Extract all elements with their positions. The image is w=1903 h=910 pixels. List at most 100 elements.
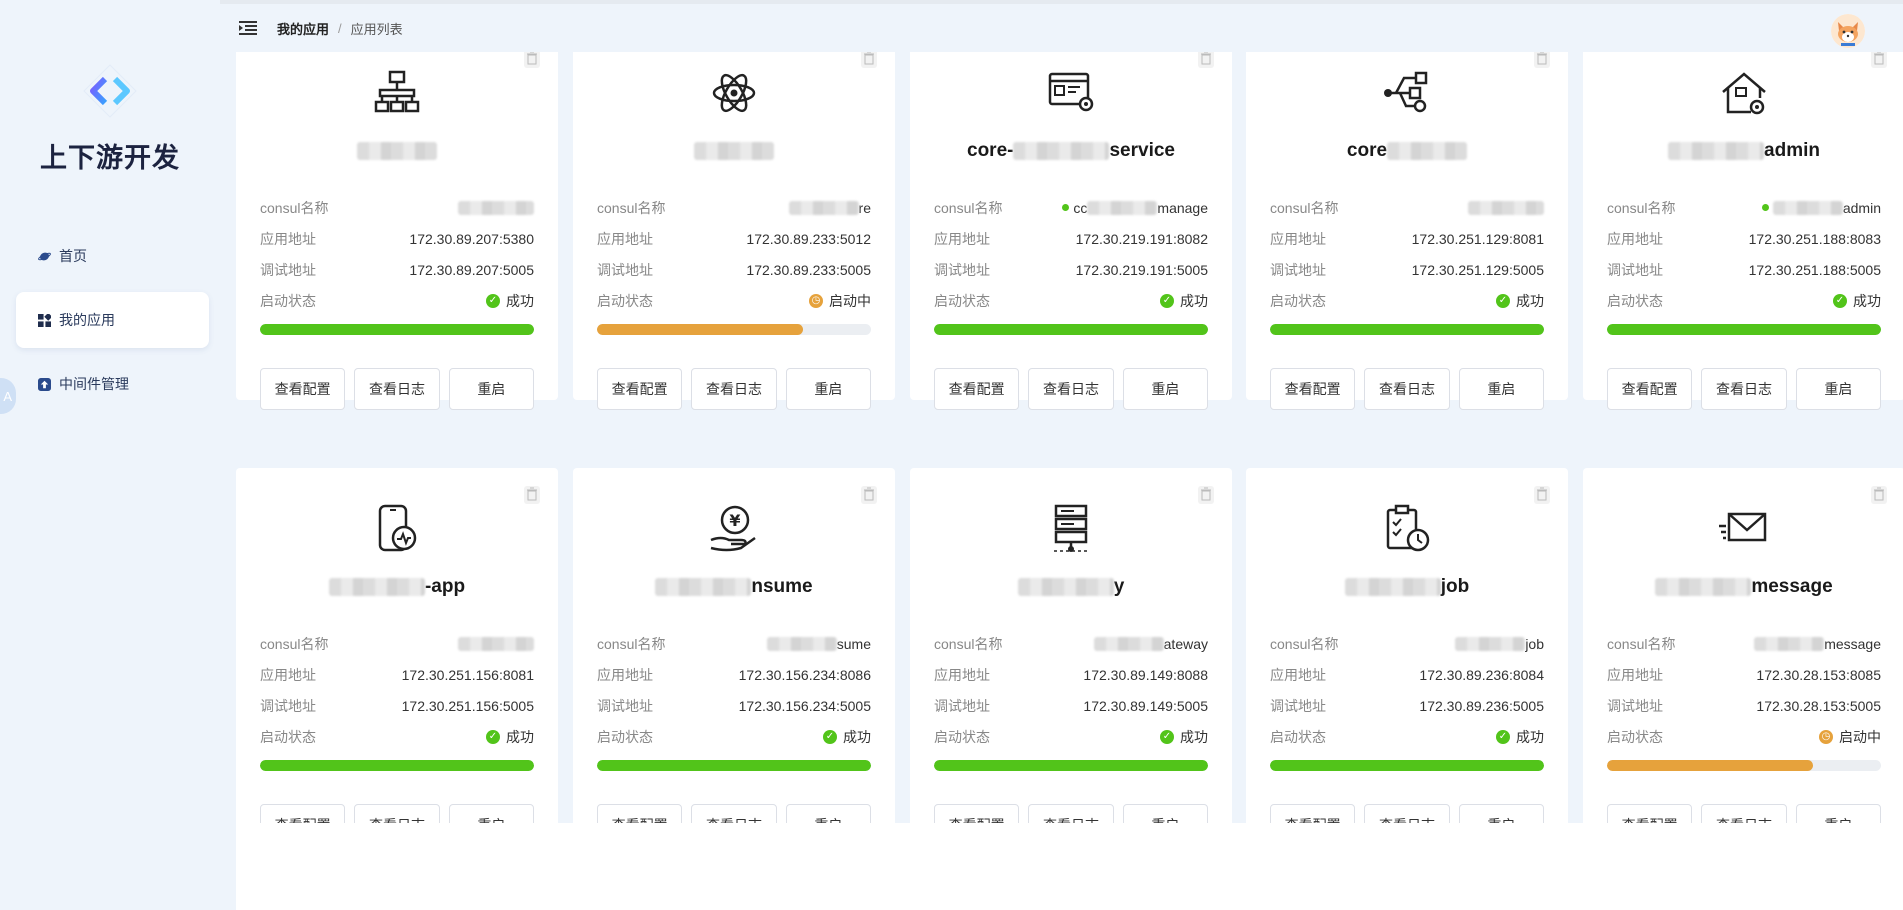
consul-label: consul名称	[260, 635, 329, 652]
check-circle-icon: ✓	[823, 729, 837, 744]
restart-button[interactable]: 重启	[1795, 368, 1881, 410]
redacted-text	[357, 141, 437, 160]
status-label: 启动状态	[1607, 728, 1663, 745]
app-name-suffix: -app	[424, 576, 466, 597]
redacted-text	[1387, 141, 1468, 160]
consul-label: consul名称	[597, 635, 666, 652]
consul-value	[458, 200, 534, 215]
app-card: consul名称 re 应用地址 172.30.89.233:5012 调试地址…	[573, 52, 895, 410]
status-badge: ✓ 成功	[823, 727, 871, 747]
app-address-value: 172.30.89.236:8084	[1419, 666, 1544, 683]
redacted-text	[1772, 200, 1843, 215]
app-address-row: 应用地址 172.30.89.233:5012	[597, 223, 871, 254]
restart-button[interactable]: 重启	[1122, 368, 1208, 410]
debug-address-value: 172.30.89.233:5005	[746, 261, 871, 278]
sidebar: 上下游开发 首页 我的应用 中间件管理 A	[0, 0, 220, 910]
consul-suffix: job	[1525, 635, 1544, 652]
redacted-text	[655, 577, 752, 596]
trash-icon[interactable]	[1198, 486, 1214, 504]
app-name: y	[910, 576, 1232, 598]
check-circle-icon: ✓	[1496, 729, 1510, 744]
clock-icon: ◷	[1819, 729, 1833, 744]
trash-icon[interactable]	[524, 52, 540, 68]
atom-icon	[712, 73, 756, 113]
view-log-button[interactable]: 查看日志	[691, 368, 777, 410]
trash-icon[interactable]	[1534, 486, 1550, 504]
view-config-button[interactable]: 查看配置	[1607, 368, 1693, 410]
status-row: 启动状态 ✓ 成功	[1270, 721, 1544, 752]
view-log-button[interactable]: 查看日志	[354, 368, 440, 410]
status-text: 成功	[1180, 728, 1208, 745]
trash-icon[interactable]	[1871, 486, 1887, 504]
app-name-suffix: admin	[1764, 140, 1820, 161]
app-address-row: 应用地址 172.30.89.236:8084	[1270, 659, 1544, 690]
status-badge: ✓ 成功	[1496, 291, 1544, 311]
trash-icon[interactable]	[861, 52, 877, 68]
progress-fill	[597, 760, 871, 771]
debug-address-row: 调试地址 172.30.28.153:5005	[1607, 690, 1881, 721]
status-text: 成功	[506, 292, 534, 309]
side-helper-bubble[interactable]: A	[0, 378, 16, 414]
debug-address-value: 172.30.251.129:5005	[1411, 261, 1544, 278]
consul-prefix: cc	[1073, 199, 1088, 216]
app-address-label: 应用地址	[934, 230, 990, 247]
trash-icon[interactable]	[524, 486, 540, 504]
planet-icon	[38, 252, 51, 260]
restart-button[interactable]: 重启	[448, 368, 534, 410]
trash-icon[interactable]	[1534, 52, 1550, 68]
browser-settings-icon	[1048, 72, 1094, 112]
debug-address-row: 调试地址 172.30.251.156:5005	[260, 690, 534, 721]
debug-address-label: 调试地址	[934, 261, 990, 278]
view-config-button[interactable]: 查看配置	[1270, 368, 1356, 410]
redacted-text	[1087, 200, 1158, 215]
view-config-button[interactable]: 查看配置	[597, 368, 683, 410]
brand-logo: 上下游开发	[0, 62, 220, 175]
debug-address-value: 172.30.219.191:5005	[1075, 261, 1208, 278]
sidebar-item-middleware[interactable]: 中间件管理	[16, 356, 209, 412]
trash-icon[interactable]	[1198, 52, 1214, 68]
sidebar-item-home[interactable]: 首页	[16, 228, 209, 284]
view-log-button[interactable]: 查看日志	[1364, 368, 1450, 410]
menu-fold-icon[interactable]	[239, 21, 257, 35]
status-badge: ✓ 成功	[486, 291, 534, 311]
app-address-label: 应用地址	[597, 666, 653, 683]
restart-button[interactable]: 重启	[785, 368, 871, 410]
breadcrumb-my-apps[interactable]: 我的应用	[277, 21, 330, 37]
app-address-row: 应用地址 172.30.251.156:8081	[260, 659, 534, 690]
debug-address-label: 调试地址	[597, 697, 653, 714]
view-config-button[interactable]: 查看配置	[260, 368, 346, 410]
status-label: 启动状态	[260, 728, 316, 745]
view-log-button[interactable]: 查看日志	[1701, 368, 1787, 410]
breadcrumb: 我的应用 / 应用列表	[277, 19, 403, 38]
status-label: 启动状态	[260, 292, 316, 309]
debug-address-label: 调试地址	[1270, 697, 1326, 714]
view-config-button[interactable]: 查看配置	[934, 368, 1020, 410]
trash-icon[interactable]	[1871, 52, 1887, 68]
consul-suffix: ateway	[1163, 635, 1208, 652]
status-row: 启动状态 ✓ 成功	[260, 285, 534, 316]
app-name: core-service	[910, 140, 1232, 162]
debug-address-row: 调试地址 172.30.251.188:5005	[1607, 254, 1881, 285]
view-log-button[interactable]: 查看日志	[1028, 368, 1114, 410]
status-text: 成功	[1180, 292, 1208, 309]
consul-suffix: re	[858, 199, 871, 216]
avatar[interactable]	[1831, 14, 1865, 48]
yen-hand-icon: ¥	[710, 505, 756, 552]
upload-box-icon	[38, 377, 51, 391]
redacted-text	[694, 141, 774, 160]
app-card: message consul名称 message 应用地址 172.30.28.…	[1583, 468, 1903, 846]
mobile-app-icon	[378, 504, 417, 552]
redacted-text	[1093, 636, 1164, 651]
app-address-value: 172.30.89.233:5012	[746, 230, 871, 247]
debug-address-row: 调试地址 172.30.156.234:5005	[597, 690, 871, 721]
app-name: -app	[236, 576, 558, 598]
debug-address-row: 调试地址 172.30.89.207:5005	[260, 254, 534, 285]
restart-button[interactable]: 重启	[1458, 368, 1544, 410]
app-address-row: 应用地址 172.30.251.129:8081	[1270, 223, 1544, 254]
status-row: 启动状态 ✓ 成功	[260, 721, 534, 752]
debug-address-label: 调试地址	[260, 261, 316, 278]
sidebar-item-my-apps[interactable]: 我的应用	[16, 292, 209, 348]
status-badge: ✓ 成功	[1496, 727, 1544, 747]
trash-icon[interactable]	[861, 486, 877, 504]
debug-address-label: 调试地址	[597, 261, 653, 278]
